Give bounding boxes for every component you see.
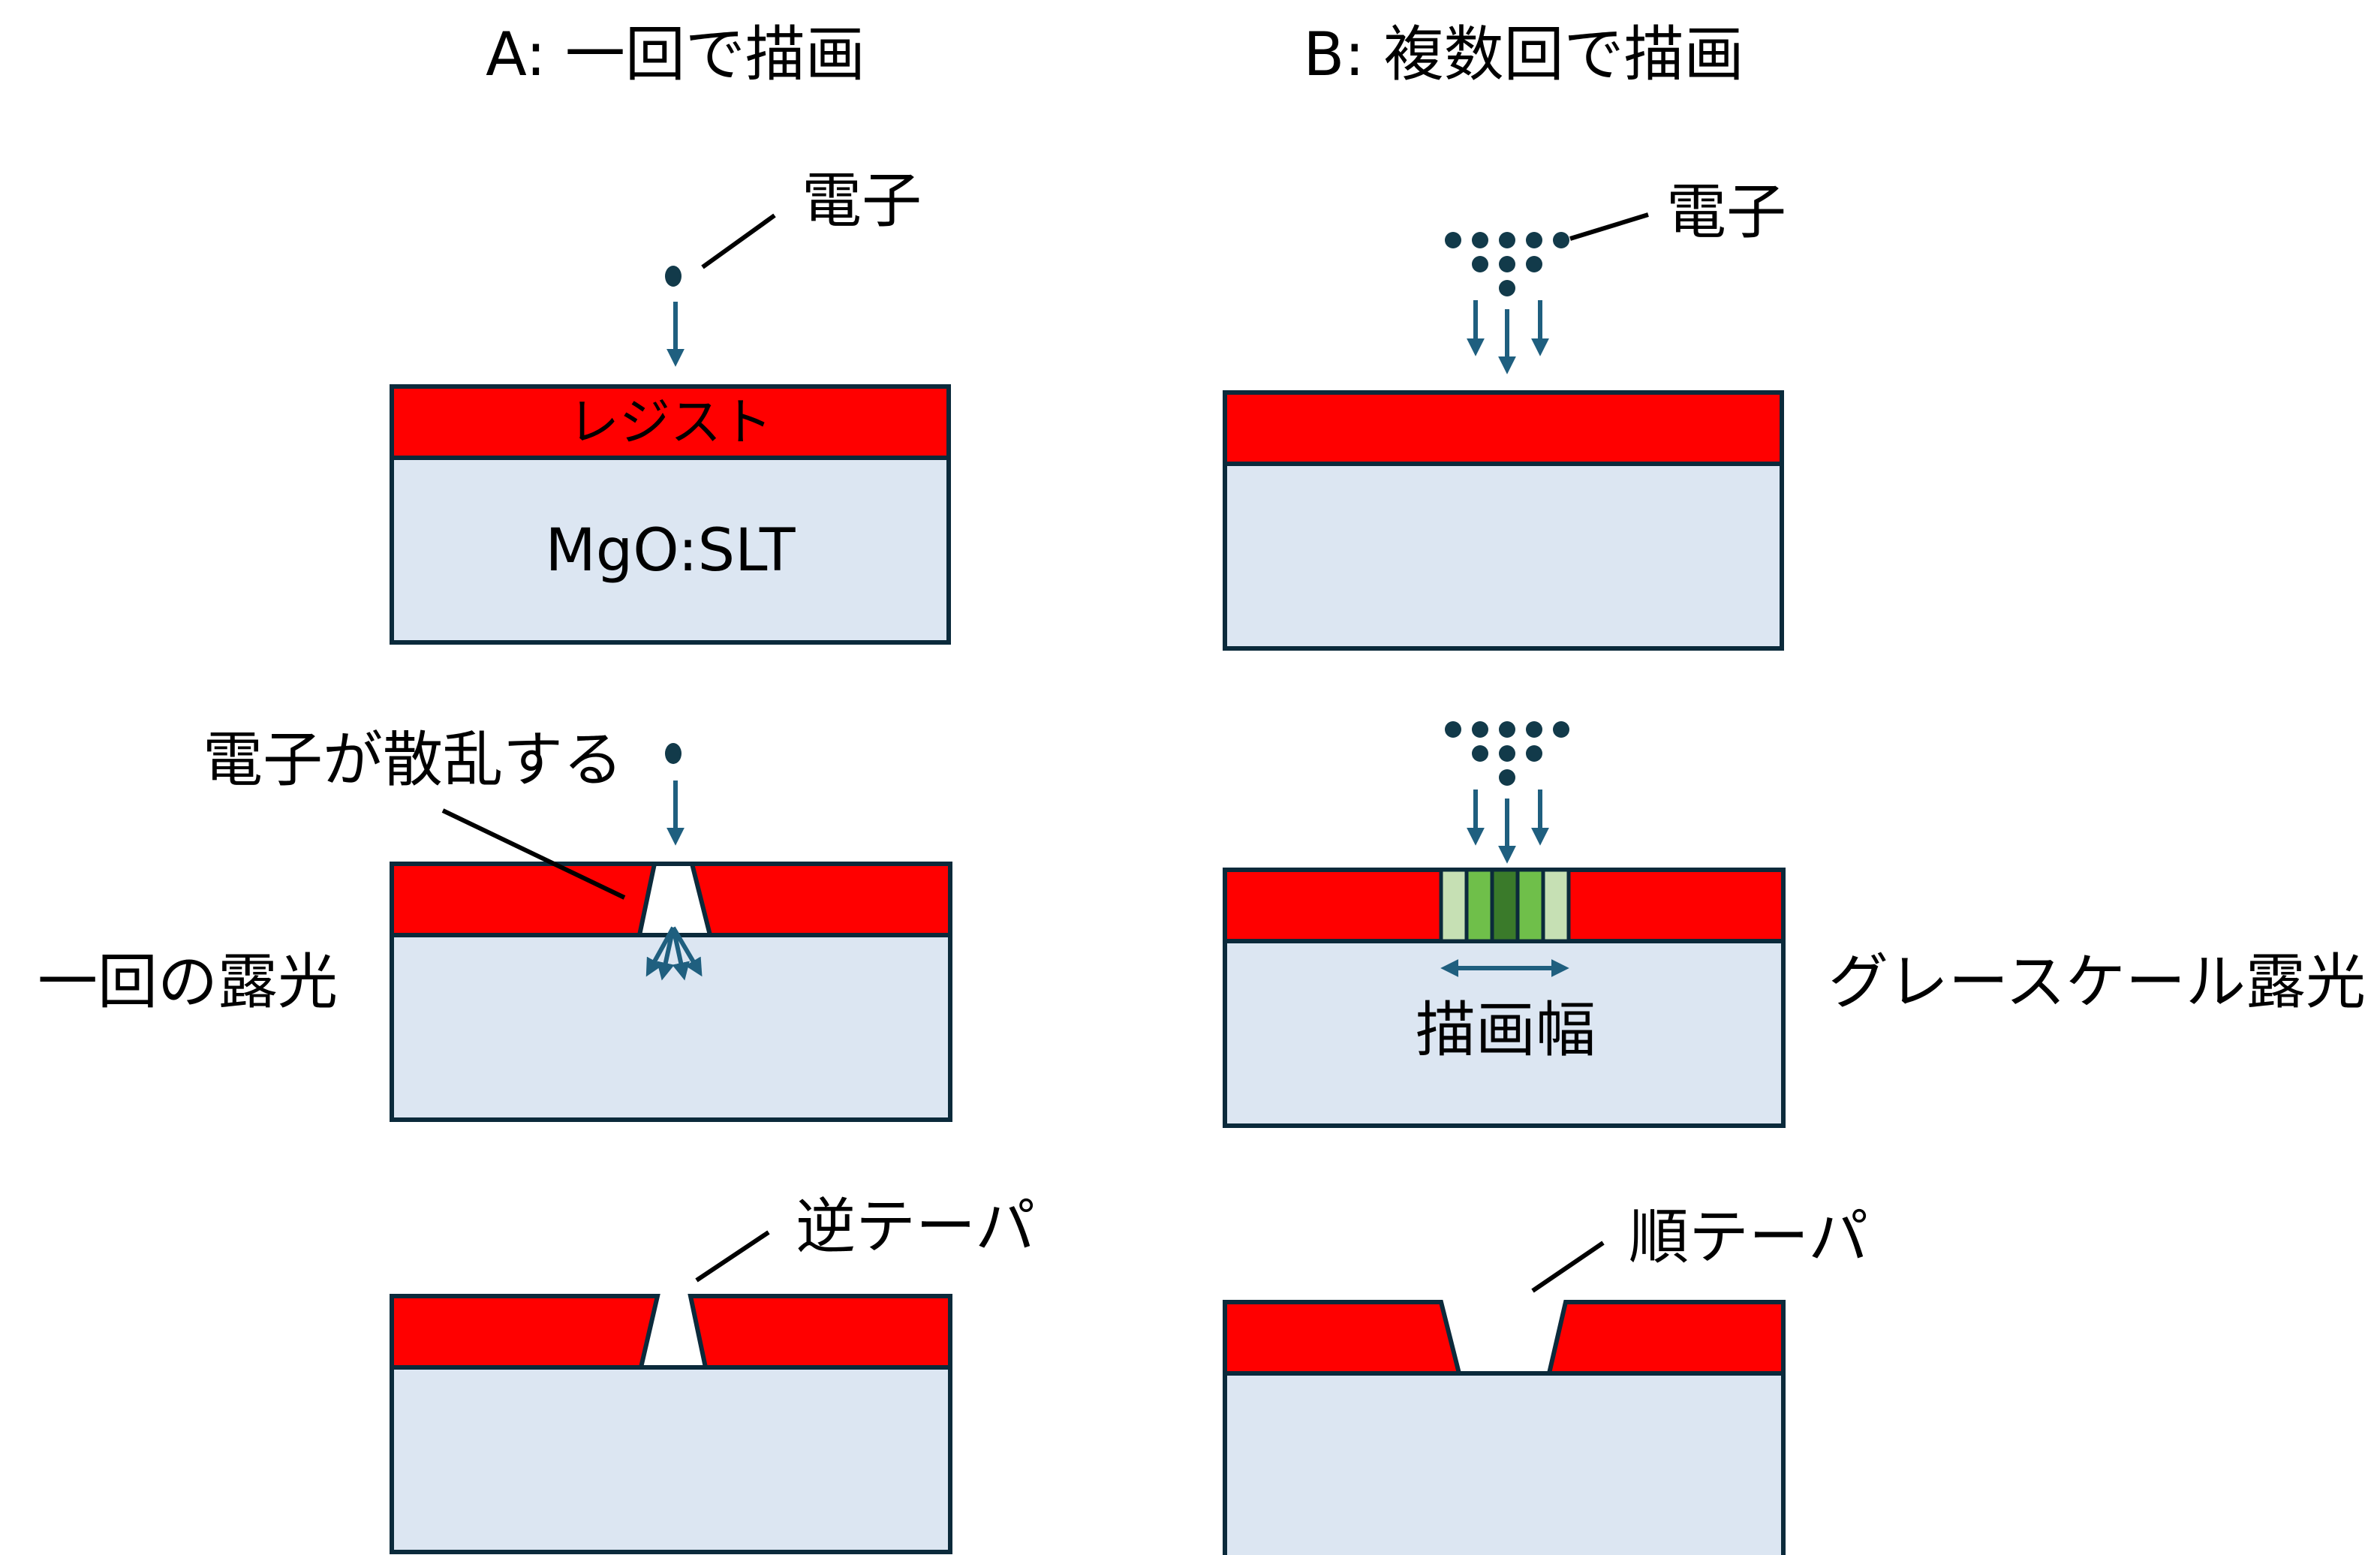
panel-b3: 順テーパ bbox=[1223, 1202, 1868, 1555]
resist-left-a3 bbox=[390, 1294, 660, 1370]
title-b: B: 複数回で描画 bbox=[1303, 20, 1744, 89]
substrate-a3 bbox=[390, 1365, 952, 1554]
forward-taper-label: 順テーパ bbox=[1629, 1202, 1868, 1272]
substrate-b1 bbox=[1223, 462, 1784, 651]
resist-left-b3 bbox=[1223, 1300, 1462, 1376]
forward-taper-leader-line bbox=[1531, 1241, 1605, 1293]
scatter-arrow bbox=[645, 926, 675, 977]
electron-cluster bbox=[1445, 721, 1569, 786]
resist-right-b3 bbox=[1546, 1300, 1786, 1376]
scatter-arrow bbox=[657, 927, 675, 981]
exposed-opening-a2 bbox=[636, 862, 713, 937]
title-a: A: 一回で描画 bbox=[486, 20, 865, 89]
electron-label-b: 電子 bbox=[1666, 177, 1786, 247]
panel-b1: 電子 bbox=[1223, 177, 1786, 651]
resist-label: レジスト bbox=[568, 393, 772, 453]
reverse-taper-leader-line bbox=[695, 1230, 770, 1283]
electron-leader-line bbox=[701, 213, 776, 269]
resist-b1 bbox=[1223, 390, 1784, 466]
substrate-label: MgO:SLT bbox=[546, 517, 796, 585]
resist-right-a3 bbox=[688, 1294, 952, 1370]
single-exposure-label: 一回の露光 bbox=[38, 947, 338, 1017]
grayscale-exposure-label: グレースケール露光 bbox=[1828, 947, 2366, 1017]
resist-a1 bbox=[390, 384, 951, 460]
substrate-b3 bbox=[1223, 1371, 1786, 1555]
electron-leader-line bbox=[1569, 212, 1649, 241]
substrate-a1 bbox=[390, 456, 951, 645]
scatter-label: 電子が散乱する bbox=[203, 725, 623, 795]
substrate-a2 bbox=[390, 933, 952, 1122]
panel-a1: レジスト MgO:SLT 電子 bbox=[390, 166, 951, 645]
draw-width-label: 描画幅 bbox=[1416, 995, 1596, 1065]
scatter-leader-line bbox=[441, 808, 626, 900]
scatter-arrow bbox=[671, 926, 703, 977]
scatter-arrow bbox=[671, 927, 690, 981]
panel-a2: 電子が散乱する 一回の露光 bbox=[38, 725, 952, 1122]
reverse-taper-label: 逆テーパ bbox=[796, 1192, 1035, 1262]
electron-dot bbox=[665, 743, 682, 764]
electron-label-a: 電子 bbox=[802, 166, 922, 236]
panel-a3: 逆テーパ bbox=[390, 1192, 1035, 1554]
panel-b2: 描画幅 グレースケール露光 bbox=[1223, 721, 2366, 1128]
electron-dot bbox=[665, 266, 682, 287]
electron-cluster bbox=[1445, 232, 1569, 296]
grayscale-exposure-strips bbox=[1439, 868, 1571, 943]
